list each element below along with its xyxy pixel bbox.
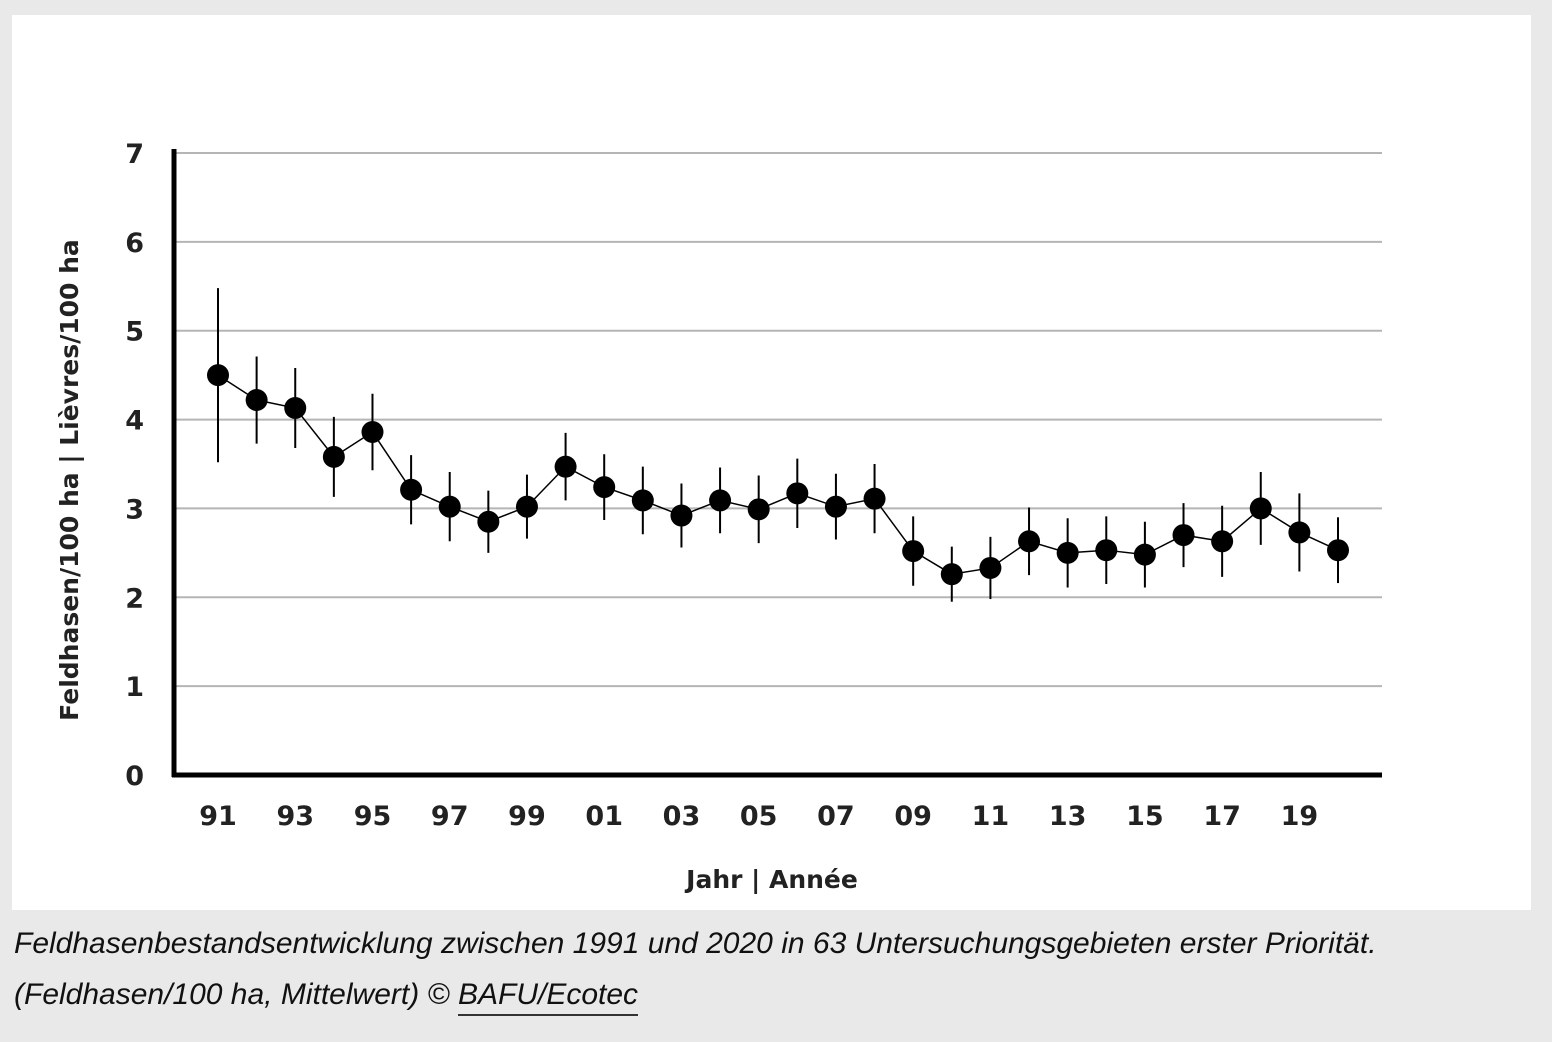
x-tick-label: 11	[972, 801, 1010, 832]
axes	[171, 149, 1382, 778]
data-point	[554, 455, 577, 478]
caption-text: Feldhasenbestandsentwicklung zwischen 19…	[14, 927, 1377, 1011]
x-tick-labels: 91 93 95 97 99 01 03 05 07 09 11 13 15 17 19	[199, 801, 1318, 832]
y-tick-label: 7	[125, 139, 144, 170]
data-point	[709, 489, 732, 512]
x-tick-label: 09	[894, 801, 932, 832]
data-point	[1249, 497, 1272, 520]
x-tick-label: 07	[817, 801, 855, 832]
x-tick-label: 95	[354, 801, 392, 832]
source-link[interactable]: BAFU/Ecotec	[457, 978, 639, 1016]
data-point	[1172, 524, 1195, 547]
data-point	[631, 489, 654, 512]
data-point	[940, 563, 963, 586]
data-point	[1327, 539, 1349, 562]
data-point	[477, 510, 500, 533]
data-point	[284, 397, 307, 420]
data-point	[786, 482, 809, 505]
data-point	[400, 478, 423, 501]
data-point	[902, 540, 925, 563]
x-tick-label: 93	[276, 801, 314, 832]
data-point	[322, 445, 345, 468]
data-point	[1056, 541, 1079, 564]
data-point	[670, 504, 693, 527]
data-point	[1288, 521, 1311, 544]
y-tick-label: 2	[125, 583, 144, 614]
x-tick-label: 19	[1281, 801, 1319, 832]
y-tick-label: 5	[125, 317, 144, 348]
y-tick-label: 1	[125, 672, 144, 703]
data-point	[863, 487, 886, 510]
x-axis-label: Jahr | Année	[684, 865, 858, 894]
x-tick-label: 99	[508, 801, 546, 832]
y-tick-label: 4	[125, 406, 144, 437]
data-series	[207, 288, 1349, 602]
x-tick-label: 03	[663, 801, 701, 832]
x-tick-label: 91	[199, 801, 237, 832]
y-tick-label: 3	[125, 494, 144, 525]
data-point	[245, 389, 268, 412]
data-point	[979, 556, 1002, 579]
data-point	[207, 364, 229, 387]
x-tick-label: 15	[1126, 801, 1164, 832]
data-point	[593, 476, 616, 499]
x-tick-label: 13	[1049, 801, 1087, 832]
data-point	[747, 498, 770, 521]
x-tick-label: 05	[740, 801, 778, 832]
data-point	[1018, 530, 1041, 553]
y-tick-label: 0	[125, 761, 144, 792]
y-axis-label: Feldhasen/100 ha | Lièvres/100 ha	[55, 239, 84, 721]
grid-lines	[174, 152, 1382, 688]
data-point	[1211, 530, 1234, 553]
x-tick-label: 01	[585, 801, 623, 832]
data-point	[1133, 543, 1156, 566]
y-tick-label: 6	[125, 228, 144, 259]
data-point	[438, 495, 461, 518]
data-point	[361, 421, 384, 444]
x-tick-label: 97	[431, 801, 469, 832]
figure-caption: Feldhasenbestandsentwicklung zwischen 19…	[14, 918, 1524, 1020]
y-tick-labels: 0 1 2 3 4 5 6 7	[125, 139, 144, 792]
x-tick-label: 17	[1203, 801, 1241, 832]
data-point	[1095, 539, 1118, 562]
data-point	[515, 495, 538, 518]
data-point	[824, 495, 847, 518]
series-line	[217, 374, 1339, 575]
